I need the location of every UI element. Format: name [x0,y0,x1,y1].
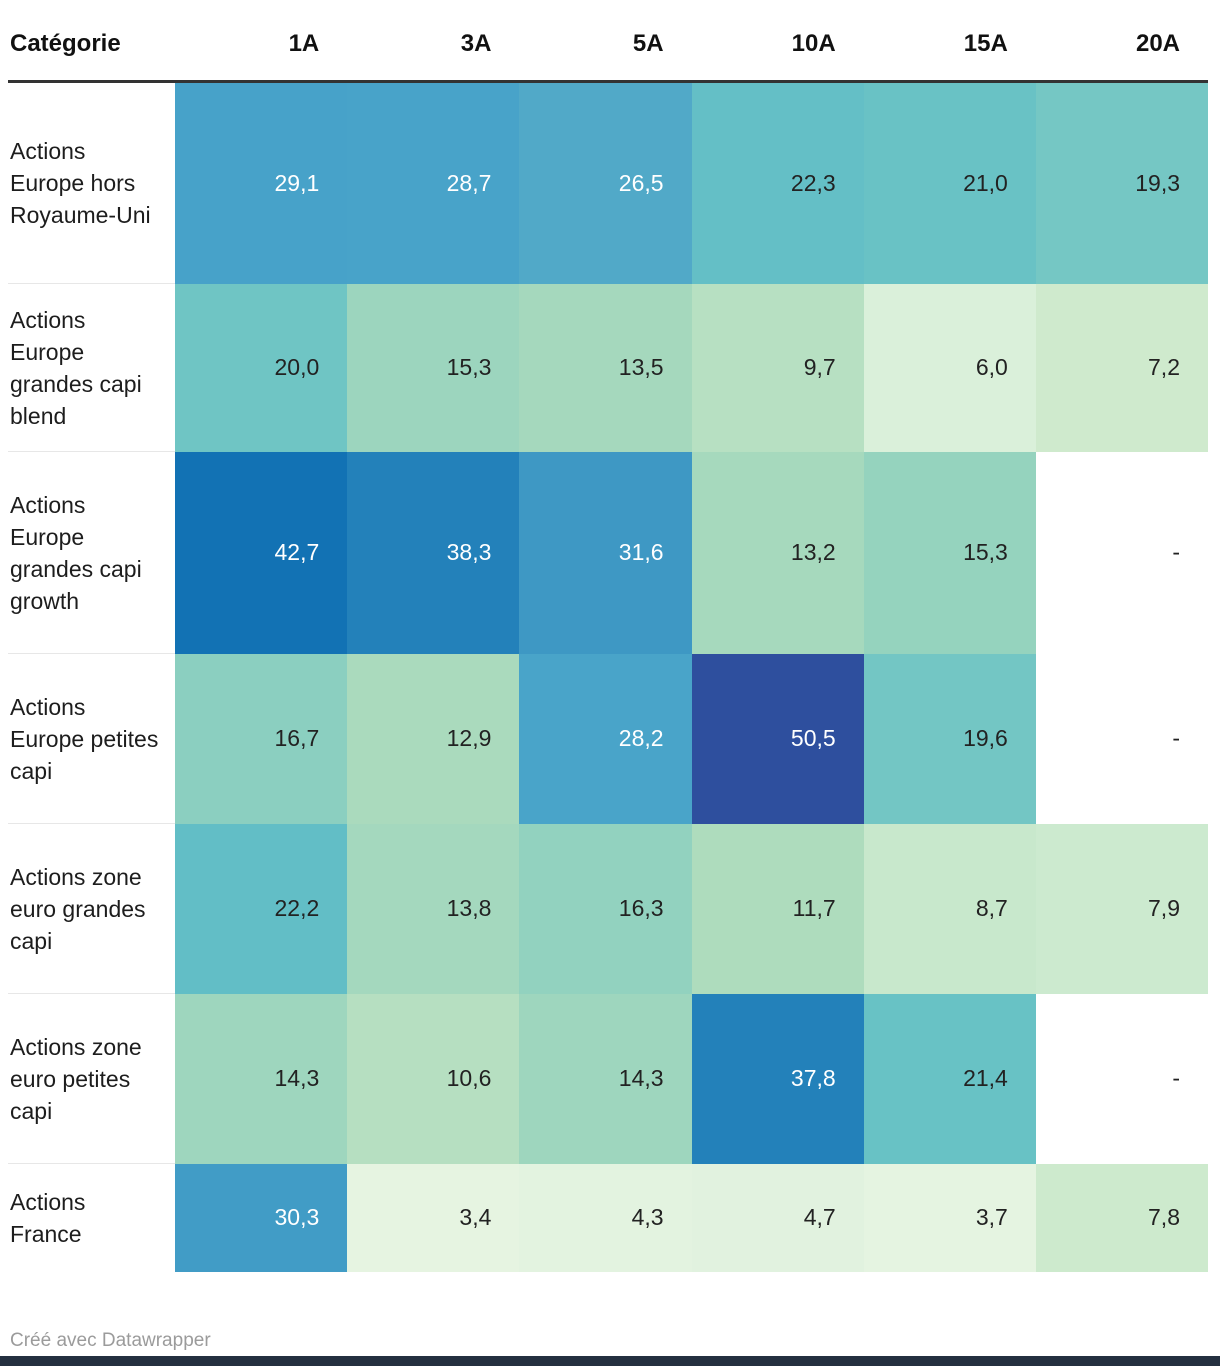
heatmap-cell: 19,3 [1035,81,1208,284]
row-label: Actions France [8,1163,176,1272]
heatmap-cell: - [1035,451,1208,654]
heatmap-cell: 13,8 [347,823,520,994]
table-row: Actions France 30,3 3,4 4,3 4,7 3,7 7,8 [8,1163,1208,1272]
heatmap-cell: 22,2 [175,823,348,994]
heatmap-cell: 15,3 [863,451,1036,654]
table-row: Actions zone euro grandes capi 22,2 13,8… [8,823,1208,994]
heatmap-cell: 12,9 [347,653,520,824]
header-row: Catégorie 1A 3A 5A 10A 15A 20A [8,30,1208,83]
heatmap-cell: 9,7 [691,283,864,452]
heatmap-cell: 13,5 [519,283,692,452]
datawrapper-attribution: Créé avec Datawrapper [10,1330,211,1351]
heatmap-cell: 4,7 [691,1163,864,1272]
row-label: Actions Europe hors Royaume-Uni [8,81,176,284]
table-row: Actions Europe hors Royaume-Uni 29,1 28,… [8,81,1208,284]
heatmap-cell: 13,2 [691,451,864,654]
heatmap-cell: 8,7 [863,823,1036,994]
heatmap-cell: 28,7 [347,81,520,284]
heatmap-cell: 4,3 [519,1163,692,1272]
column-header-1a: 1A [175,30,348,83]
heatmap-cell: 10,6 [347,993,520,1164]
heatmap-cell: 31,6 [519,451,692,654]
heatmap-cell: 29,1 [175,81,348,284]
heatmap-cell: 37,8 [691,993,864,1164]
row-label: Actions Europe grandes capi growth [8,451,176,654]
heatmap-cell: 14,3 [519,993,692,1164]
heatmap-cell: 3,4 [347,1163,520,1272]
heatmap-cell: 50,5 [691,653,864,824]
heatmap-cell: 7,8 [1035,1163,1208,1272]
table-row: Actions zone euro petites capi 14,3 10,6… [8,993,1208,1164]
table-row: Actions Europe petites capi 16,7 12,9 28… [8,653,1208,824]
heatmap-cell: 26,5 [519,81,692,284]
heatmap-cell: 15,3 [347,283,520,452]
row-label: Actions zone euro grandes capi [8,823,176,994]
bottom-bar [0,1356,1220,1366]
table-row: Actions Europe grandes capi blend 20,0 1… [8,283,1208,452]
heatmap-cell: - [1035,993,1208,1164]
column-header-10a: 10A [691,30,864,83]
row-label: Actions zone euro petites capi [8,993,176,1164]
heatmap-cell: 28,2 [519,653,692,824]
column-header-3a: 3A [347,30,520,83]
column-header-5a: 5A [519,30,692,83]
heatmap-cell: 11,7 [691,823,864,994]
heatmap-cell: 7,2 [1035,283,1208,452]
heatmap-cell: 30,3 [175,1163,348,1272]
heatmap-cell: 6,0 [863,283,1036,452]
heatmap-cell: 38,3 [347,451,520,654]
column-header-15a: 15A [863,30,1036,83]
heatmap-cell: 14,3 [175,993,348,1164]
heatmap-cell: 19,6 [863,653,1036,824]
heatmap-cell: 22,3 [691,81,864,284]
heatmap-cell: 42,7 [175,451,348,654]
heatmap-cell: 7,9 [1035,823,1208,994]
heatmap-cell: 3,7 [863,1163,1036,1272]
column-header-category: Catégorie [8,30,176,83]
heatmap-cell: 21,0 [863,81,1036,284]
heatmap-cell: 20,0 [175,283,348,452]
heatmap-table: Catégorie 1A 3A 5A 10A 15A 20A Actions E… [8,30,1208,1272]
column-header-20a: 20A [1035,30,1208,83]
row-label: Actions Europe petites capi [8,653,176,824]
heatmap-cell: - [1035,653,1208,824]
heatmap-table-chart: Catégorie 1A 3A 5A 10A 15A 20A Actions E… [8,30,1208,1272]
table-row: Actions Europe grandes capi growth 42,7 … [8,451,1208,654]
row-label: Actions Europe grandes capi blend [8,283,176,452]
heatmap-cell: 21,4 [863,993,1036,1164]
heatmap-cell: 16,7 [175,653,348,824]
heatmap-cell: 16,3 [519,823,692,994]
